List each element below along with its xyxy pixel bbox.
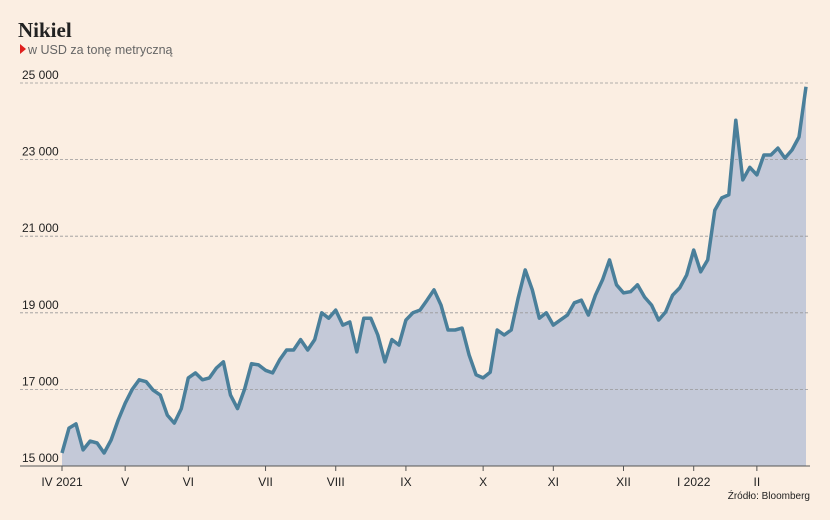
x-tick-label: IX bbox=[400, 475, 411, 489]
y-tick-label: 23 000 bbox=[22, 145, 59, 159]
subtitle-marker bbox=[20, 44, 26, 54]
y-tick-label: 19 000 bbox=[22, 298, 59, 312]
source: Źródło: Bloomberg bbox=[728, 489, 810, 502]
chart-title: Nikiel bbox=[18, 18, 72, 42]
x-tick-label: I 2022 bbox=[677, 475, 711, 489]
y-tick-label: 15 000 bbox=[22, 451, 59, 465]
x-tick-label: VI bbox=[183, 475, 194, 489]
y-tick-label: 25 000 bbox=[22, 68, 59, 82]
line bbox=[60, 86, 808, 455]
x-tick-label: V bbox=[121, 475, 129, 489]
x-tick-label: VIII bbox=[327, 475, 345, 489]
y-tick-label: 17 000 bbox=[22, 374, 59, 388]
x-tick-label: XI bbox=[548, 475, 559, 489]
x-tick-label: VII bbox=[258, 475, 273, 489]
x-tick-label: IV 2021 bbox=[41, 475, 83, 489]
chart-subtitle: w USD za tonę metryczną bbox=[27, 43, 173, 57]
x-tick-label: II bbox=[754, 475, 761, 489]
y-tick-label: 21 000 bbox=[22, 221, 59, 235]
x-tick-label: X bbox=[479, 475, 487, 489]
area bbox=[62, 86, 806, 467]
x-tick-label: XII bbox=[616, 475, 631, 489]
